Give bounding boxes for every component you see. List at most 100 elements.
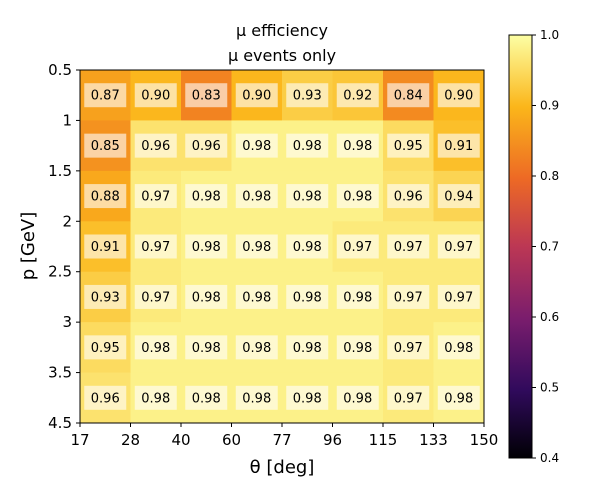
- cell-value-label: 0.98: [444, 391, 473, 406]
- x-tick-label: 60: [222, 431, 241, 449]
- cell-value-label: 0.98: [242, 190, 271, 205]
- cell-label-background: [286, 133, 329, 158]
- cell-value-label: 0.98: [343, 341, 372, 356]
- cell-label-background: [437, 335, 480, 360]
- cell-value-label: 0.98: [343, 139, 372, 154]
- y-tick-label: 1: [62, 111, 72, 129]
- cell-label-background: [286, 184, 329, 209]
- cell-label-background: [336, 83, 379, 108]
- cell-label-background: [235, 335, 278, 360]
- cell-value-label: 0.90: [141, 89, 170, 104]
- cell-label-background: [437, 133, 480, 158]
- cell-label-background: [185, 385, 228, 410]
- cell-value-label: 0.98: [192, 190, 221, 205]
- cell-value-label: 0.90: [444, 89, 473, 104]
- x-tick-label: 17: [70, 431, 89, 449]
- cell-value-label: 0.98: [192, 341, 221, 356]
- cell-value-label: 0.98: [242, 290, 271, 305]
- cell-label-background: [336, 184, 379, 209]
- x-tick-label: 96: [323, 431, 342, 449]
- cell-label-background: [185, 83, 228, 108]
- cell-label-background: [134, 133, 177, 158]
- cell-value-label: 0.90: [242, 89, 271, 104]
- y-tick-label: 1.5: [48, 162, 72, 180]
- cell-value-label: 0.97: [394, 240, 423, 255]
- cell-value-label: 0.98: [192, 290, 221, 305]
- cell-value-label: 0.84: [394, 89, 423, 104]
- cell-label-background: [235, 284, 278, 309]
- cell-label-background: [286, 234, 329, 259]
- cell-value-label: 0.97: [394, 290, 423, 305]
- cell-value-label: 0.97: [141, 240, 170, 255]
- cell-value-label: 0.97: [444, 240, 473, 255]
- cell-value-label: 0.97: [141, 190, 170, 205]
- cell-value-label: 0.97: [343, 240, 372, 255]
- cell-value-label: 0.96: [141, 139, 170, 154]
- cell-label-background: [235, 83, 278, 108]
- cell-label-background: [185, 234, 228, 259]
- colorbar-tick-label: 0.6: [540, 310, 559, 324]
- cell-value-label: 0.98: [242, 391, 271, 406]
- cell-value-label: 0.96: [192, 139, 221, 154]
- y-tick-label: 2: [62, 212, 72, 230]
- cell-value-label: 0.98: [444, 341, 473, 356]
- cell-label-background: [387, 83, 430, 108]
- cell-label-background: [387, 284, 430, 309]
- cell-value-label: 0.98: [242, 341, 271, 356]
- cell-label-background: [84, 385, 127, 410]
- colorbar-tick-label: 0.9: [540, 99, 559, 113]
- cell-value-label: 0.95: [91, 341, 120, 356]
- cell-label-background: [84, 284, 127, 309]
- cell-value-label: 0.93: [293, 89, 322, 104]
- y-tick-label: 3.5: [48, 364, 72, 382]
- cell-value-label: 0.98: [242, 139, 271, 154]
- cell-label-background: [387, 133, 430, 158]
- cell-value-label: 0.85: [91, 139, 120, 154]
- cell-label-background: [185, 184, 228, 209]
- y-ticks: 0.5 1 1.5 2 2.5 3 3.5 4.5: [48, 61, 80, 432]
- cell-label-background: [134, 234, 177, 259]
- cell-value-label: 0.98: [293, 341, 322, 356]
- x-tick-label: 133: [419, 431, 448, 449]
- cell-value-label: 0.98: [293, 139, 322, 154]
- plot-frame: [79, 69, 485, 424]
- cell-label-background: [84, 83, 127, 108]
- cell-label-background: [286, 335, 329, 360]
- cell-label-background: [185, 133, 228, 158]
- cell-label-background: [286, 385, 329, 410]
- colorbar-ticks: 0.4 0.5 0.6 0.7 0.8 0.9 1.0: [532, 28, 559, 465]
- y-axis-label: p [GeV]: [18, 212, 39, 281]
- cell-label-background: [387, 335, 430, 360]
- cell-value-label: 0.98: [192, 240, 221, 255]
- cell-label-background: [235, 184, 278, 209]
- y-tick-label: 0.5: [48, 61, 72, 79]
- cell-value-label: 0.97: [141, 290, 170, 305]
- y-tick-label: 4.5: [48, 414, 72, 432]
- cell-value-label: 0.91: [444, 139, 473, 154]
- cell-label-background: [336, 385, 379, 410]
- cell-label-background: [336, 234, 379, 259]
- cell-label-background: [84, 335, 127, 360]
- cell-label-background: [387, 184, 430, 209]
- colorbar-tick-label: 0.7: [540, 240, 559, 254]
- cell-value-label: 0.88: [91, 190, 120, 205]
- cell-label-background: [84, 234, 127, 259]
- cell-label-background: [185, 284, 228, 309]
- cell-label-background: [336, 133, 379, 158]
- cell-value-label: 0.98: [141, 341, 170, 356]
- cell-label-background: [134, 284, 177, 309]
- cell-value-label: 0.97: [394, 341, 423, 356]
- cell-value-label: 0.98: [192, 391, 221, 406]
- chart-title-line-1: μ efficiency: [236, 21, 328, 40]
- cell-label-background: [387, 234, 430, 259]
- cell-value-label: 0.96: [394, 190, 423, 205]
- colorbar: [508, 34, 533, 459]
- cell-label-background: [437, 83, 480, 108]
- cell-value-label: 0.98: [293, 391, 322, 406]
- x-tick-label: 150: [470, 431, 499, 449]
- x-axis-label: θ [deg]: [250, 457, 315, 478]
- cell-label-background: [235, 385, 278, 410]
- cell-label-background: [84, 184, 127, 209]
- cell-label-background: [235, 234, 278, 259]
